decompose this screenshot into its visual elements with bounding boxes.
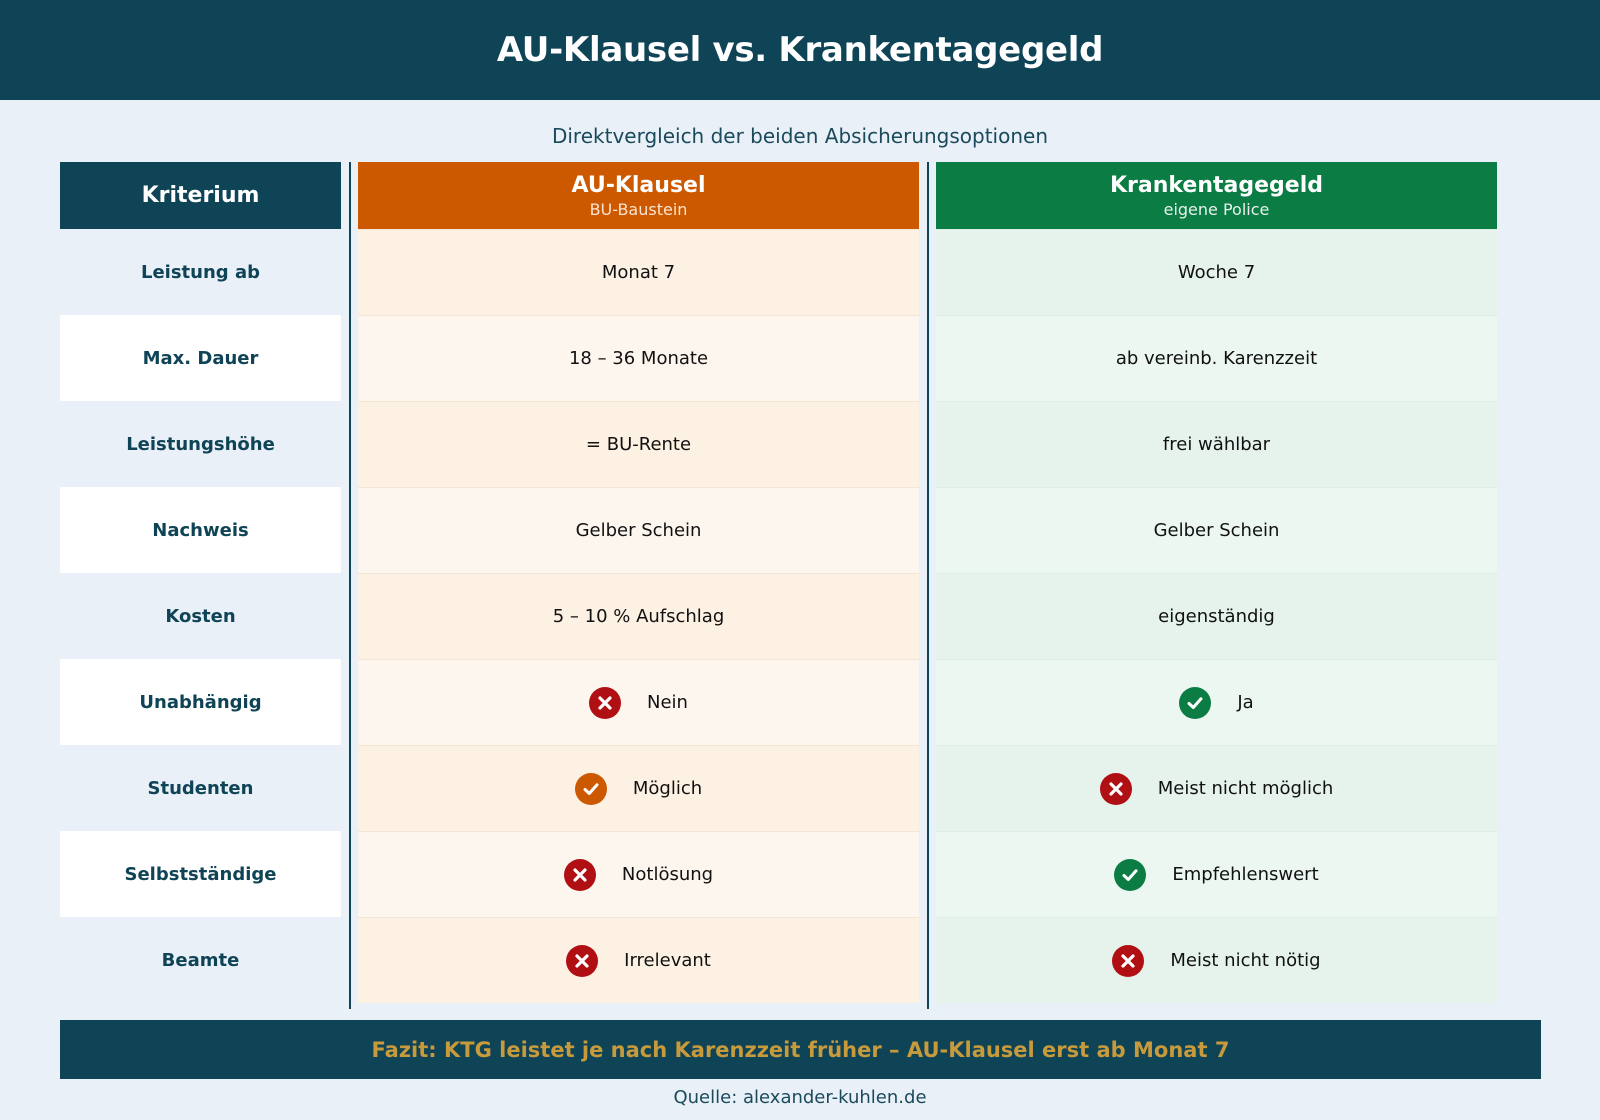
ktg-value-text: Gelber Schein (1153, 520, 1280, 541)
header-bar: AU-Klausel vs. Krankentagegeld (0, 0, 1600, 100)
column-header-ktg-label: Krankentagegeld (1109, 172, 1324, 198)
au-value-text: Nein (647, 692, 688, 713)
criterion-cell: Selbstständige (60, 831, 341, 917)
ktg-value-text: Meist nicht nötig (1170, 950, 1321, 971)
column-header-au-sub: BU-Baustein (589, 199, 688, 219)
criterion-cell: Studenten (147, 777, 254, 799)
au-klausel-cell: Irrelevant (358, 917, 919, 1003)
column-header-krankentagegeld: Krankentagegeld eigene Police (936, 162, 1497, 229)
krankentagegeld-cell: Woche 7 (936, 229, 1497, 315)
criterion-cell: Nachweis (60, 487, 341, 573)
criterion-cell: Leistung ab (141, 261, 260, 283)
check-icon (574, 772, 607, 805)
page-subtitle: Direktvergleich der beiden Absicherungso… (551, 124, 1049, 148)
ktg-value-text: frei wählbar (1162, 434, 1271, 455)
au-klausel-cell: 5 – 10 % Aufschlag (358, 573, 919, 659)
column-header-criterion: Kriterium (60, 162, 341, 229)
au-klausel-cell: Möglich (358, 745, 919, 831)
au-value-text: 5 – 10 % Aufschlag (552, 606, 725, 627)
check-icon (1114, 858, 1147, 891)
table-row: Leistung ab Monat 7 Woche 7 (0, 229, 1600, 315)
column-header-criterion-label: Kriterium (141, 183, 260, 208)
column-header-au-klausel: AU-Klausel BU-Baustein (358, 162, 919, 229)
krankentagegeld-cell: Meist nicht nötig (936, 917, 1497, 1003)
au-value-text: Notlösung (621, 864, 714, 885)
krankentagegeld-cell: Empfehlenswert (936, 831, 1497, 917)
table-row: Leistungshöhe = BU-Rente frei wählbar (0, 401, 1600, 487)
au-klausel-cell: = BU-Rente (358, 401, 919, 487)
au-value-text: Monat 7 (601, 262, 676, 283)
table-row: Beamte Irrelevant Meist nicht nötig (0, 917, 1600, 1003)
table-row: Max. Dauer 18 – 36 Monate ab vereinb. Kare… (0, 315, 1600, 401)
au-value-text: Irrelevant (624, 950, 711, 971)
krankentagegeld-cell: ab vereinb. Karenzzeit (936, 315, 1497, 401)
column-header-ktg-sub: eigene Police (1163, 199, 1270, 219)
ktg-value-text: Empfehlenswert (1172, 864, 1319, 885)
au-value-text: = BU-Rente (585, 434, 692, 455)
comparison-table-body: Leistung ab Monat 7 Woche 7 Max. Dauer 18 – … (0, 229, 1600, 1003)
cross-icon (563, 858, 596, 891)
cross-icon (589, 686, 622, 719)
cross-icon (1112, 944, 1145, 977)
page-title: AU-Klausel vs. Krankentagegeld (496, 30, 1104, 70)
krankentagegeld-cell: Meist nicht möglich (936, 745, 1497, 831)
fazit-text: Fazit: KTG leistet je nach Karenzzeit fr… (371, 1037, 1230, 1062)
ktg-value-text: Ja (1237, 692, 1254, 713)
krankentagegeld-cell: frei wählbar (936, 401, 1497, 487)
criterion-cell: Kosten (165, 605, 236, 627)
krankentagegeld-cell: Ja (936, 659, 1497, 745)
krankentagegeld-cell: Gelber Schein (936, 487, 1497, 573)
table-row: Kosten 5 – 10 % Aufschlag eigenständig (0, 573, 1600, 659)
table-row: Nachweis Gelber Schein Gelber Schein (0, 487, 1600, 573)
column-divider (927, 162, 929, 1009)
ktg-value-text: eigenständig (1158, 606, 1275, 627)
column-header-au-label: AU-Klausel (571, 172, 706, 198)
criterion-cell: Max. Dauer (60, 315, 341, 401)
table-row: Unabhängig Nein Ja (0, 659, 1600, 745)
criterion-cell: Leistungshöhe (126, 433, 275, 455)
criterion-cell: Beamte (161, 949, 240, 971)
au-value-text: Gelber Schein (575, 520, 702, 541)
ktg-value-text: ab vereinb. Karenzzeit (1115, 348, 1318, 369)
au-klausel-cell: Gelber Schein (358, 487, 919, 573)
au-klausel-cell: Monat 7 (358, 229, 919, 315)
ktg-value-text: Meist nicht möglich (1157, 778, 1334, 799)
ktg-value-text: Woche 7 (1177, 262, 1256, 283)
table-row: Studenten Möglich Meist nicht möglich (0, 745, 1600, 831)
cross-icon (1099, 772, 1132, 805)
au-value-text: Möglich (632, 778, 703, 799)
cross-icon (566, 944, 599, 977)
column-divider (349, 162, 351, 1009)
table-row: Selbstständige Notlösung Empfehlenswert (0, 831, 1600, 917)
au-klausel-cell: Notlösung (358, 831, 919, 917)
krankentagegeld-cell: eigenständig (936, 573, 1497, 659)
check-icon (1179, 686, 1212, 719)
source-note: Quelle: alexander-kuhlen.de (673, 1087, 927, 1108)
au-klausel-cell: 18 – 36 Monate (358, 315, 919, 401)
au-value-text: 18 – 36 Monate (568, 348, 709, 369)
au-klausel-cell: Nein (358, 659, 919, 745)
criterion-cell: Unabhängig (60, 659, 341, 745)
fazit-bar: Fazit: KTG leistet je nach Karenzzeit fr… (60, 1020, 1541, 1079)
